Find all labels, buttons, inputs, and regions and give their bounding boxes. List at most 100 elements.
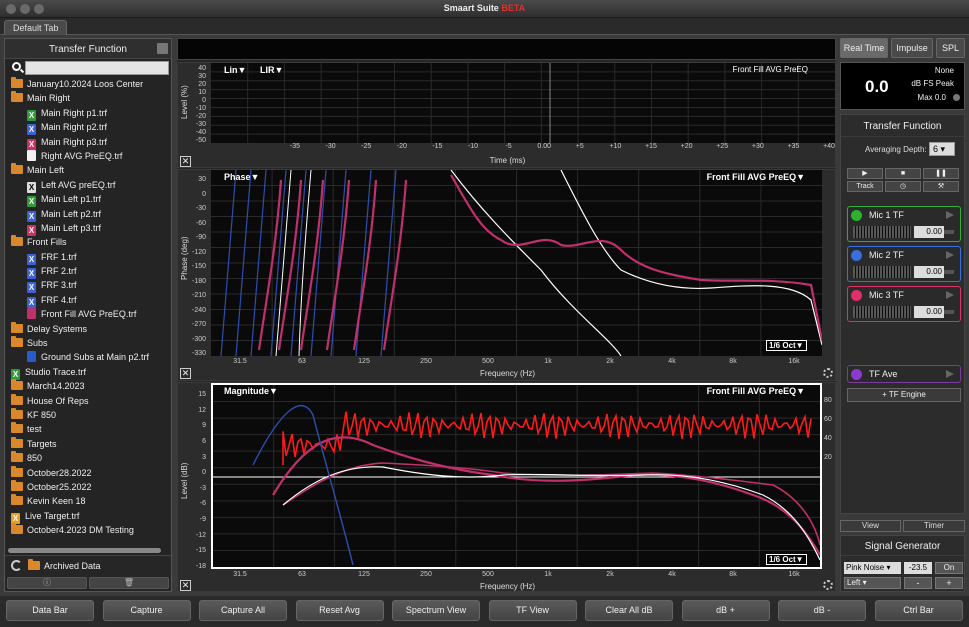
level-meter[interactable]: 0.0 None dB FS Peak Max 0.0 bbox=[840, 62, 965, 110]
cmd-clear-all-db-button[interactable]: Clear All dB bbox=[585, 600, 673, 621]
magnitude-dropdown[interactable]: Magnitude▼ bbox=[224, 386, 278, 396]
file-item[interactable]: Ground Subs at Main p2.trf bbox=[5, 350, 171, 364]
horizontal-scrollbar[interactable] bbox=[8, 548, 161, 553]
phase-plot[interactable] bbox=[211, 170, 822, 356]
sidebar-menu-icon[interactable] bbox=[157, 43, 168, 54]
phase-settings-gear-icon[interactable] bbox=[823, 368, 833, 378]
view-button[interactable]: View bbox=[840, 520, 901, 532]
meter-reset-icon[interactable] bbox=[953, 94, 960, 101]
file-item[interactable]: X Main Right p1.trf bbox=[5, 106, 171, 121]
siggen-plus-button[interactable]: + bbox=[935, 577, 963, 589]
lin-dropdown[interactable]: Lin▼ bbox=[224, 65, 247, 75]
folder-item[interactable]: Front Fills bbox=[5, 235, 171, 249]
file-item[interactable]: X FRF 2.trf bbox=[5, 264, 171, 280]
cmd-ctrl-bar-button[interactable]: Ctrl Bar bbox=[874, 600, 963, 621]
mic-delay-value[interactable]: 0.00 bbox=[914, 306, 944, 318]
magnitude-settings-gear-icon[interactable] bbox=[823, 580, 833, 590]
file-item[interactable]: X Live Target.trf bbox=[5, 509, 171, 524]
tab-default[interactable]: Default Tab bbox=[4, 20, 68, 35]
close-impulse-icon[interactable]: ✕ bbox=[180, 156, 191, 167]
averaging-select[interactable]: 6 ▾ bbox=[929, 142, 955, 156]
noise-type-select[interactable]: Pink Noise ▾ bbox=[844, 562, 901, 574]
file-item[interactable]: X Left AVG preEQ.trf bbox=[5, 178, 171, 193]
cmd-capture-all-button[interactable]: Capture All bbox=[199, 600, 287, 621]
info-button[interactable]: ⓘ bbox=[7, 577, 87, 589]
phase-trace-dropdown[interactable]: Front Fill AVG PreEQ▼ bbox=[706, 172, 805, 182]
mic-play-icon[interactable] bbox=[946, 251, 954, 259]
archived-data[interactable]: Archived Data bbox=[11, 559, 101, 571]
search-input[interactable] bbox=[25, 61, 169, 75]
folder-item[interactable]: 850 bbox=[5, 451, 171, 465]
file-item[interactable]: X Studio Trace.trf bbox=[5, 365, 171, 380]
folder-item[interactable]: October28.2022 bbox=[5, 465, 171, 480]
close-phase-icon[interactable]: ✕ bbox=[180, 368, 191, 379]
maximize-window-button[interactable] bbox=[34, 4, 44, 14]
file-item[interactable]: X FRF 3.trf bbox=[5, 278, 171, 294]
folder-item[interactable]: Main Left bbox=[5, 163, 171, 177]
mic-tf-1[interactable]: Mic 1 TF 0.00 bbox=[847, 206, 961, 242]
impulse-plot[interactable] bbox=[211, 63, 835, 143]
lir-dropdown[interactable]: LIR▼ bbox=[260, 65, 284, 75]
file-item[interactable]: X Main Left p1.trf bbox=[5, 192, 171, 208]
file-item[interactable]: Front Fill AVG PreEQ.trf bbox=[5, 307, 171, 321]
sync-icon[interactable] bbox=[11, 560, 22, 571]
close-magnitude-icon[interactable]: ✕ bbox=[180, 580, 191, 591]
folder-item[interactable]: October25.2022 bbox=[5, 479, 171, 494]
tf-ave[interactable]: TF Ave bbox=[847, 365, 961, 383]
folder-item[interactable]: October4.2023 DM Testing bbox=[5, 523, 171, 537]
mic-tf-3[interactable]: Mic 3 TF 0.00 bbox=[847, 286, 961, 322]
magnitude-trace-dropdown[interactable]: Front Fill AVG PreEQ▼ bbox=[706, 386, 805, 396]
cmd-db--button[interactable]: dB - bbox=[778, 600, 866, 621]
folder-item[interactable]: March14.2023 bbox=[5, 379, 171, 393]
tools-icon[interactable]: ⚒ bbox=[923, 181, 959, 192]
folder-item[interactable]: Kevin Keen 18 bbox=[5, 494, 171, 508]
close-window-button[interactable] bbox=[6, 4, 16, 14]
file-item[interactable]: X Main Right p3.trf bbox=[5, 135, 171, 150]
meter-weighting[interactable]: None bbox=[934, 66, 954, 75]
mic-delay-value[interactable]: 0.00 bbox=[914, 226, 944, 238]
cmd-db--button[interactable]: dB + bbox=[681, 600, 770, 621]
file-item[interactable]: X Main Left p2.trf bbox=[5, 207, 171, 222]
meter-unit[interactable]: dB FS Peak bbox=[911, 79, 954, 88]
channel-select[interactable]: Left ▾ bbox=[844, 577, 901, 589]
folder-item[interactable]: Delay Systems bbox=[5, 321, 171, 336]
cmd-data-bar-button[interactable]: Data Bar bbox=[6, 600, 94, 621]
phase-dropdown[interactable]: Phase▼ bbox=[224, 172, 260, 182]
folder-item[interactable]: Targets bbox=[5, 436, 171, 451]
impulse-button[interactable]: Impulse bbox=[891, 38, 933, 58]
tf-ave-play-icon[interactable] bbox=[946, 370, 954, 378]
timer-button[interactable]: Timer bbox=[903, 520, 965, 532]
add-tf-engine-button[interactable]: + TF Engine bbox=[847, 388, 961, 402]
file-item[interactable]: X FRF 4.trf bbox=[5, 293, 171, 308]
folder-item[interactable]: January10.2024 Loos Center bbox=[5, 77, 171, 91]
play-button[interactable]: ▶ bbox=[847, 168, 883, 179]
spl-button[interactable]: SPL bbox=[936, 38, 965, 58]
minimize-window-button[interactable] bbox=[20, 4, 30, 14]
folder-item[interactable]: test bbox=[5, 422, 171, 436]
magnitude-plot[interactable] bbox=[211, 383, 822, 569]
folder-item[interactable]: Main Right bbox=[5, 91, 171, 105]
pause-button[interactable]: ❚❚ bbox=[923, 168, 959, 179]
magnitude-oct-dropdown[interactable]: 1/6 Oct▼ bbox=[766, 554, 807, 565]
folder-item[interactable]: Subs bbox=[5, 336, 171, 350]
mic-play-icon[interactable] bbox=[946, 291, 954, 299]
cmd-spectrum-view-button[interactable]: Spectrum View bbox=[392, 600, 480, 621]
file-item[interactable]: Right AVG PreEQ.trf bbox=[5, 149, 171, 163]
cmd-reset-avg-button[interactable]: Reset Avg bbox=[295, 600, 384, 621]
stop-button[interactable]: ■ bbox=[885, 168, 921, 179]
trash-button[interactable]: 🗑 bbox=[89, 577, 169, 589]
mic-delay-value[interactable]: 0.00 bbox=[914, 266, 944, 278]
timer-icon[interactable]: ◷ bbox=[885, 181, 921, 192]
siggen-minus-button[interactable]: - bbox=[904, 577, 932, 589]
file-item[interactable]: X FRF 1.trf bbox=[5, 250, 171, 265]
siggen-on-button[interactable]: On bbox=[935, 562, 963, 574]
cmd-tf-view-button[interactable]: TF View bbox=[488, 600, 577, 621]
cmd-capture-button[interactable]: Capture bbox=[102, 600, 191, 621]
phase-oct-dropdown[interactable]: 1/6 Oct▼ bbox=[766, 340, 807, 351]
file-item[interactable]: X Main Right p2.trf bbox=[5, 120, 171, 136]
siggen-level-input[interactable]: -23.5 bbox=[904, 562, 932, 574]
track-button[interactable]: Track bbox=[847, 181, 883, 192]
mic-play-icon[interactable] bbox=[946, 211, 954, 219]
folder-item[interactable]: KF 850 bbox=[5, 407, 171, 422]
mic-tf-2[interactable]: Mic 2 TF 0.00 bbox=[847, 246, 961, 282]
